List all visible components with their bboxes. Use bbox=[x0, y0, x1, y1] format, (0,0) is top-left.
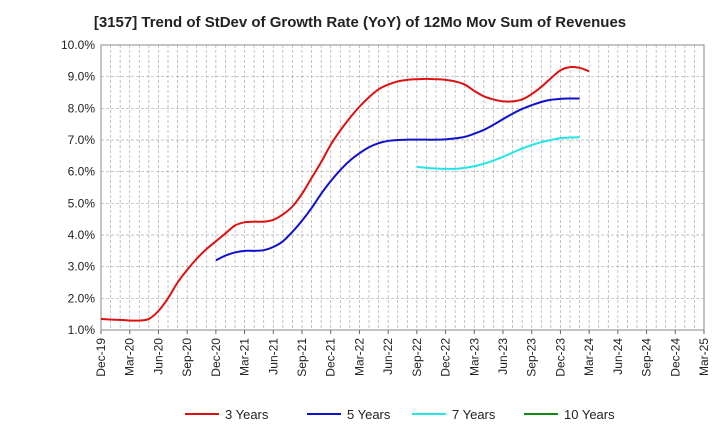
x-tick-label: Jun-24 bbox=[611, 338, 625, 375]
y-tick-label: 4.0% bbox=[68, 228, 96, 242]
x-tick-label: Dec-20 bbox=[209, 338, 223, 377]
x-tick-label: Dec-22 bbox=[439, 338, 453, 377]
x-tick-label: Sep-22 bbox=[410, 338, 424, 377]
y-tick-label: 8.0% bbox=[68, 101, 96, 115]
x-tick-label: Sep-21 bbox=[295, 338, 309, 377]
axis-layer: 1.0% 2.0% 3.0% 4.0% 5.0% 6.0% 7.0% 8.0% 9.0% 10.0… bbox=[61, 38, 711, 377]
x-tick-label: Mar-21 bbox=[238, 338, 252, 376]
legend-label-7-years: 7 Years bbox=[452, 407, 496, 422]
x-tick-label: Jun-21 bbox=[266, 338, 280, 375]
x-tick-label: Jun-22 bbox=[381, 338, 395, 375]
x-tick-label: Mar-22 bbox=[352, 338, 366, 376]
series-line-7-years bbox=[416, 136, 580, 170]
y-tick-label: 9.0% bbox=[68, 70, 96, 84]
legend-label-5-years: 5 Years bbox=[347, 407, 391, 422]
x-tick-label: Dec-24 bbox=[668, 338, 682, 377]
series-line-3-years bbox=[100, 65, 590, 322]
y-tick-label: 3.0% bbox=[68, 260, 96, 274]
y-tick-label: 2.0% bbox=[68, 291, 96, 305]
legend-layer: 3 Years 5 Years 7 Years 10 Years bbox=[185, 407, 615, 422]
legend-label-3-years: 3 Years bbox=[225, 407, 269, 422]
x-tick-label: Sep-20 bbox=[180, 338, 194, 377]
x-tick-label: Dec-23 bbox=[553, 338, 567, 377]
x-tick-label: Dec-21 bbox=[324, 338, 338, 377]
y-tick-label: 5.0% bbox=[68, 196, 96, 210]
grid-layer bbox=[100, 44, 705, 331]
chart-title: [3157] Trend of StDev of Growth Rate (Yo… bbox=[93, 14, 627, 31]
x-tick-label: Sep-24 bbox=[640, 338, 654, 377]
x-tick-label: Jun-20 bbox=[151, 338, 165, 375]
y-tick-label: 6.0% bbox=[68, 165, 96, 179]
x-tick-label: Mar-20 bbox=[123, 338, 137, 376]
x-tick-label: Mar-24 bbox=[582, 338, 596, 376]
plot-frame bbox=[100, 44, 705, 331]
series-layer bbox=[100, 65, 590, 322]
y-tick-label: 7.0% bbox=[68, 133, 96, 147]
legend-label-10-years: 10 Years bbox=[564, 407, 615, 422]
x-tick-label: Mar-23 bbox=[467, 338, 481, 376]
x-tick-label: Mar-25 bbox=[697, 338, 711, 376]
x-tick-label: Jun-23 bbox=[496, 338, 510, 375]
y-tick-label: 1.0% bbox=[68, 323, 96, 337]
series-line-5-years bbox=[215, 97, 580, 262]
x-tick-label: Dec-19 bbox=[94, 338, 108, 377]
x-tick-label: Sep-23 bbox=[525, 338, 539, 377]
y-tick-label: 10.0% bbox=[61, 38, 95, 52]
